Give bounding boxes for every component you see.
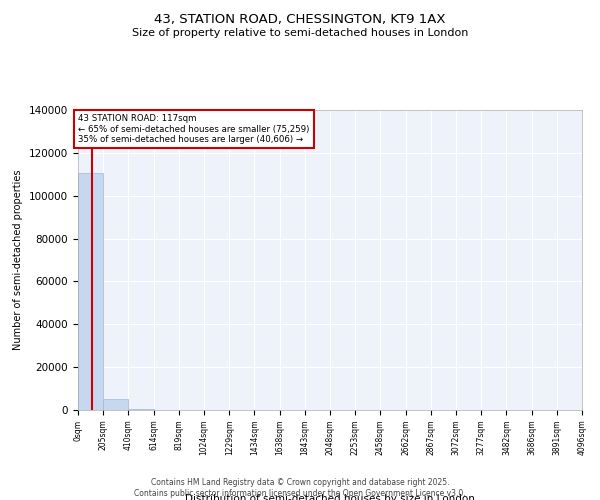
X-axis label: Distribution of semi-detached houses by size in London: Distribution of semi-detached houses by … — [185, 494, 475, 500]
Bar — [78, 173, 103, 410]
Text: Contains HM Land Registry data © Crown copyright and database right 2025.
Contai: Contains HM Land Registry data © Crown c… — [134, 478, 466, 498]
Text: 43, STATION ROAD, CHESSINGTON, KT9 1AX: 43, STATION ROAD, CHESSINGTON, KT9 1AX — [154, 12, 446, 26]
Text: 43 STATION ROAD: 117sqm
← 65% of semi-detached houses are smaller (75,259)
35% o: 43 STATION ROAD: 117sqm ← 65% of semi-de… — [78, 114, 310, 144]
Text: Size of property relative to semi-detached houses in London: Size of property relative to semi-detach… — [132, 28, 468, 38]
Bar — [103, 399, 128, 410]
Y-axis label: Number of semi-detached properties: Number of semi-detached properties — [13, 170, 23, 350]
